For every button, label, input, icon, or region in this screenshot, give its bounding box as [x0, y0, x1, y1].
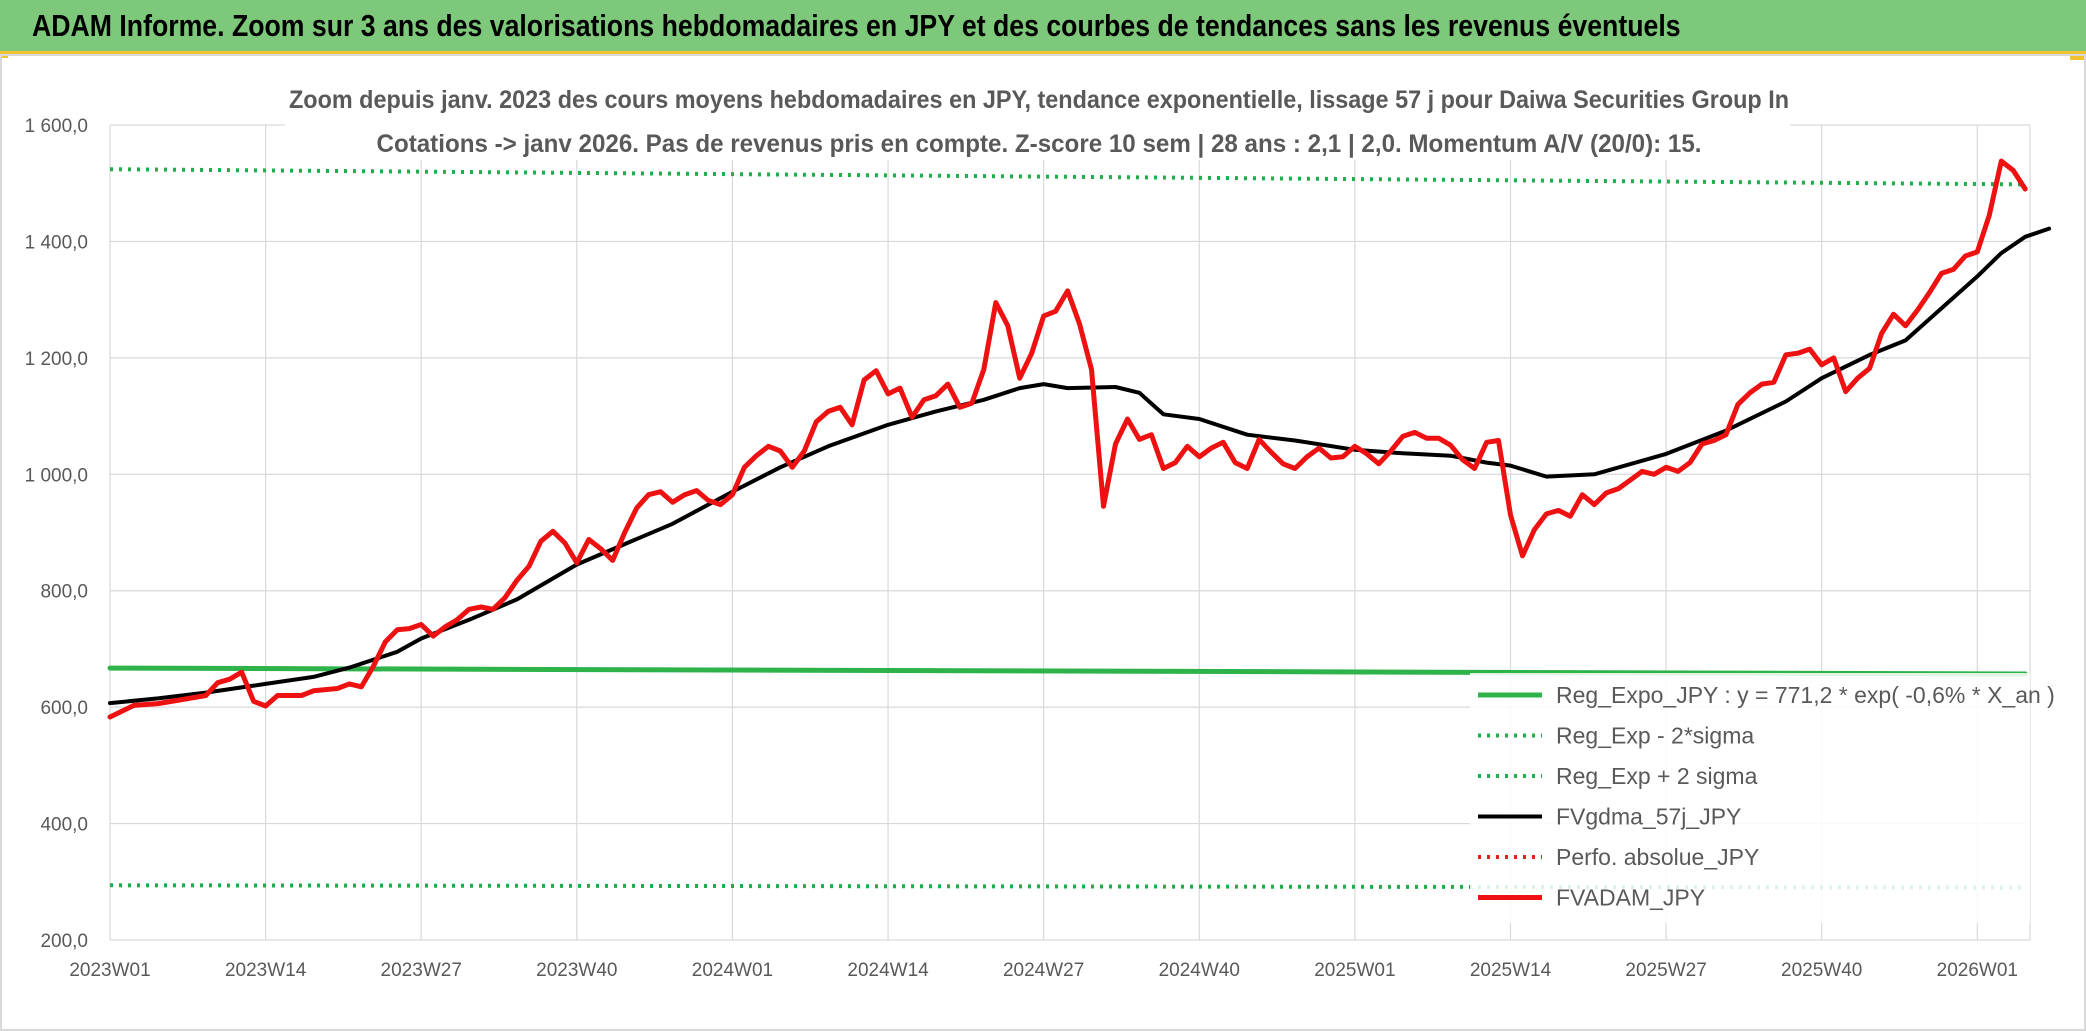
x-tick-label: 2025W27: [1625, 960, 1706, 981]
x-tick-label: 2025W01: [1314, 960, 1395, 981]
banner-accent-left: [0, 54, 8, 58]
y-tick-label: 800,0: [40, 582, 88, 603]
legend-entry-fvadam: FVADAM_JPY: [1556, 885, 1705, 911]
gridlines: [109, 124, 2031, 941]
y-tick-label: 1 000,0: [25, 465, 88, 486]
x-tick-label: 2026W01: [1937, 960, 2018, 981]
chart-title: Zoom depuis janv. 2023 des cours moyens …: [285, 78, 1790, 160]
x-tick-label: 2023W27: [381, 960, 462, 981]
series-sigma_plus-line: [109, 167, 2026, 187]
y-tick-label: 600,0: [40, 698, 88, 719]
title-background: [285, 122, 1790, 160]
x-tick-label: 2024W27: [1003, 960, 1084, 981]
x-tick-label: 2024W14: [847, 960, 929, 981]
x-tick-label: 2024W01: [692, 960, 773, 981]
axis-labels: 1 600,0 1 400,0 1 200,0 1 000,0 800,0 600,0 40…: [25, 116, 2018, 981]
legend: Reg_Expo_JPY : y = 771,2 * exp( -0,6% * …: [1470, 673, 2055, 923]
y-tick-label: 1 600,0: [25, 116, 88, 137]
x-tick-label: 2025W40: [1781, 960, 1862, 981]
x-tick-label: 2024W40: [1159, 960, 1240, 981]
report-banner: ADAM Informe. Zoom sur 3 ans des valoris…: [0, 0, 2086, 54]
legend-entry-perfo: Perfo. absolue_JPY: [1556, 844, 1759, 870]
x-tick-label: 2025W14: [1470, 960, 1552, 981]
y-tick-label: 1 400,0: [25, 232, 88, 253]
series-fvadam-line: [107, 158, 2028, 720]
legend-entry-sigma_plus: Reg_Exp + 2 sigma: [1556, 763, 1758, 789]
report-title: ADAM Informe. Zoom sur 3 ans des valoris…: [32, 8, 1681, 43]
legend-background: [1470, 673, 2030, 923]
series-fvgdma-line: [108, 226, 2052, 706]
chart-title-line: Zoom depuis janv. 2023 des cours moyens …: [289, 86, 1789, 114]
y-tick-label: 400,0: [40, 815, 88, 836]
x-tick-label: 2023W01: [69, 960, 150, 981]
chart-frame: [0, 54, 2086, 1031]
legend-entry-sigma_minus: Reg_Exp - 2*sigma: [1556, 723, 1754, 749]
x-tick-label: 2023W40: [536, 960, 617, 981]
banner-accent-right: [2070, 54, 2086, 60]
legend-entry-reg_expo: Reg_Expo_JPY : y = 771,2 * exp( -0,6% * …: [1556, 682, 2055, 708]
legend-entry-fvgdma: FVgdma_57j_JPY: [1556, 804, 1741, 830]
chart-title-line: Cotations -> janv 2026. Pas de revenus p…: [377, 130, 1702, 158]
title-background: [285, 78, 1790, 116]
y-tick-label: 1 200,0: [25, 349, 88, 370]
x-tick-label: 2023W14: [225, 960, 307, 981]
y-tick-label: 200,0: [40, 931, 88, 952]
